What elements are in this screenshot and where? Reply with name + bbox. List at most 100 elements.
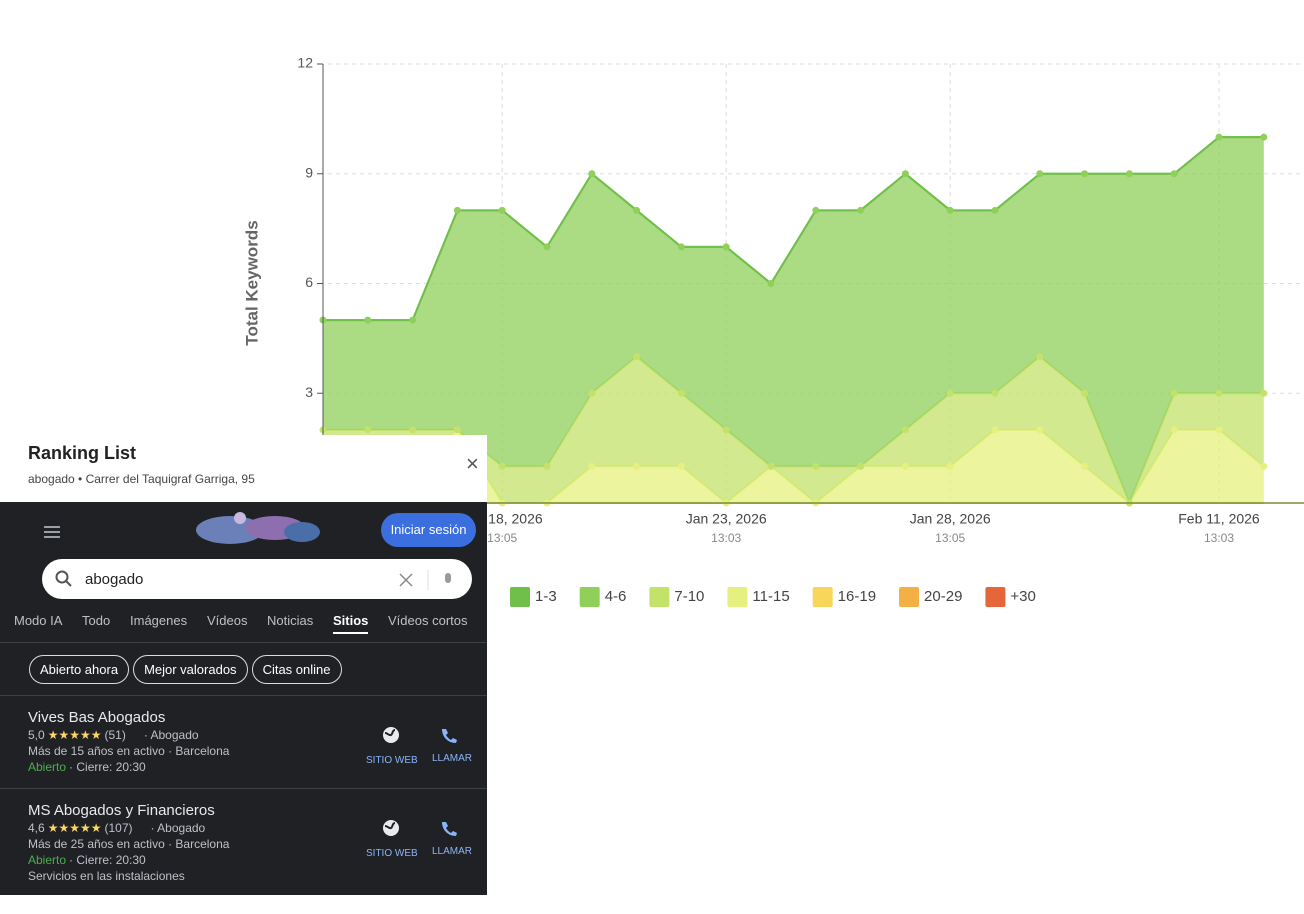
area bbox=[323, 429, 1264, 503]
tab[interactable]: Sitios bbox=[333, 613, 369, 634]
point bbox=[498, 206, 506, 214]
listing: MS Abogados y Financieros 4,6 ★★★★★ (107) · … bbox=[0, 788, 487, 883]
point bbox=[1081, 389, 1089, 397]
point bbox=[946, 206, 954, 214]
signin-button[interactable]: Iniciar sesión bbox=[381, 513, 476, 547]
point bbox=[633, 462, 641, 470]
point bbox=[1036, 353, 1044, 361]
legend-swatch bbox=[812, 587, 833, 607]
x-tick-time: 13:05 bbox=[487, 531, 517, 545]
y-tick-label: 12 bbox=[297, 55, 313, 71]
legend-label: 1-3 bbox=[535, 588, 557, 605]
point bbox=[588, 389, 596, 397]
point bbox=[409, 316, 417, 324]
call-button[interactable]: LLAMAR bbox=[432, 753, 473, 764]
chip[interactable]: Mejor valorados bbox=[133, 655, 248, 684]
action-icons bbox=[383, 727, 457, 743]
hours: · Cierre: 20:30 bbox=[69, 760, 146, 774]
point bbox=[991, 206, 999, 214]
x-tick-label: Feb 11, 2026 bbox=[1178, 511, 1260, 527]
point bbox=[767, 462, 775, 470]
search-box[interactable] bbox=[42, 559, 472, 599]
point bbox=[857, 462, 865, 470]
action-icons bbox=[383, 820, 457, 836]
x-tick-label: Jan 28, 2026 bbox=[910, 511, 991, 527]
tab[interactable]: Vídeos cortos bbox=[388, 613, 468, 628]
point bbox=[1170, 389, 1178, 397]
tab[interactable]: Noticias bbox=[267, 613, 314, 628]
rating: 5,0 bbox=[28, 728, 45, 742]
legend-swatch bbox=[985, 587, 1006, 607]
point bbox=[812, 206, 820, 214]
details: Más de 25 años en activo · Barcelona bbox=[28, 837, 230, 851]
point bbox=[1260, 133, 1268, 141]
ranking-panel: Ranking List abogado • Carrer del Taquig… bbox=[0, 435, 487, 895]
point bbox=[1170, 170, 1178, 178]
point bbox=[1036, 170, 1044, 178]
legend-swatch bbox=[899, 587, 920, 607]
point bbox=[901, 462, 909, 470]
tabs: Modo IA Todo Imágenes Vídeos Noticias Sitios V… bbox=[0, 613, 487, 641]
hours-row: Abierto · Cierre: 20:30 bbox=[28, 853, 146, 867]
search-query: abogado bbox=[85, 571, 144, 588]
open-status: Abierto bbox=[28, 760, 67, 774]
y-tick-label: 3 bbox=[305, 384, 313, 400]
search-screenshot: Iniciar sesión abogado Modo IA Todo Imágen… bbox=[0, 502, 487, 895]
doodle-logo bbox=[196, 512, 320, 544]
point bbox=[991, 426, 999, 434]
x-tick-time: 13:05 bbox=[935, 531, 965, 545]
point bbox=[453, 206, 461, 214]
category: · Abogado bbox=[150, 821, 206, 835]
legend-label: 16-19 bbox=[838, 588, 876, 605]
legend-label: 7-10 bbox=[674, 588, 704, 605]
point bbox=[543, 462, 551, 470]
point bbox=[857, 206, 865, 214]
y-tick-label: 9 bbox=[305, 164, 313, 180]
point bbox=[901, 170, 909, 178]
listing-name: Vives Bas Abogados bbox=[28, 709, 166, 726]
call-button[interactable]: LLAMAR bbox=[432, 846, 473, 857]
point bbox=[677, 243, 685, 251]
point bbox=[722, 426, 730, 434]
legend-label: 11-15 bbox=[752, 588, 789, 605]
point bbox=[722, 243, 730, 251]
x-tick-time: 13:03 bbox=[711, 531, 741, 545]
listing-name: MS Abogados y Financieros bbox=[28, 802, 215, 819]
tab[interactable]: Modo IA bbox=[14, 613, 63, 628]
point bbox=[677, 462, 685, 470]
legend-label: 4-6 bbox=[605, 588, 627, 605]
chip[interactable]: Citas online bbox=[251, 655, 342, 684]
listing-rating-row: 4,6 ★★★★★ (107) · Abogado bbox=[28, 821, 205, 835]
point bbox=[946, 389, 954, 397]
area bbox=[323, 356, 1264, 503]
area-line bbox=[323, 136, 1264, 322]
point bbox=[991, 389, 999, 397]
point bbox=[1260, 462, 1268, 470]
point bbox=[1081, 462, 1089, 470]
point bbox=[767, 280, 775, 287]
tab[interactable]: Imágenes bbox=[130, 613, 188, 628]
point bbox=[633, 206, 641, 214]
point bbox=[633, 353, 641, 361]
website-button[interactable]: SITIO WEB bbox=[366, 848, 418, 859]
legend-swatch bbox=[649, 587, 670, 607]
point bbox=[409, 426, 417, 434]
tab[interactable]: Vídeos bbox=[207, 613, 248, 628]
close-button[interactable]: × bbox=[466, 451, 479, 476]
review-count: (107) bbox=[104, 821, 133, 835]
search-actions bbox=[399, 570, 451, 590]
chip[interactable]: Abierto ahora bbox=[29, 655, 130, 684]
point bbox=[812, 462, 820, 470]
stars: ★★★★★ bbox=[47, 728, 102, 742]
tab[interactable]: Todo bbox=[82, 613, 111, 628]
legend-swatch bbox=[579, 587, 600, 607]
website-button[interactable]: SITIO WEB bbox=[366, 755, 418, 766]
point bbox=[1036, 426, 1044, 434]
hours: · Cierre: 20:30 bbox=[69, 853, 146, 867]
point bbox=[1081, 170, 1089, 178]
stars: ★★★★★ bbox=[47, 821, 102, 835]
menu-icon bbox=[44, 526, 60, 538]
point bbox=[588, 462, 596, 470]
